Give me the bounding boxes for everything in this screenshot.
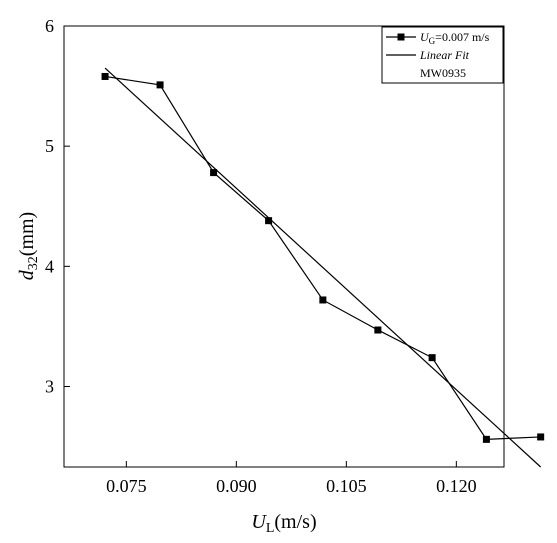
data-point (319, 296, 327, 304)
y-tick-label: 4 (45, 256, 54, 276)
legend: UG=0.007 m/s Linear Fit MW0935 (381, 26, 504, 84)
data-point (265, 217, 273, 225)
data-point (537, 433, 545, 441)
data-point (374, 326, 382, 334)
x-tick-label: 0.120 (436, 476, 477, 496)
data-point (210, 169, 218, 177)
linear-fit-line (104, 67, 542, 468)
y-tick-label: 6 (45, 16, 54, 36)
x-tick-label: 0.075 (106, 476, 147, 496)
legend-note: MW0935 (420, 66, 466, 80)
y-tick-label: 5 (45, 136, 54, 156)
legend-series-marker (397, 33, 405, 41)
data-point (428, 354, 436, 362)
series-line (104, 75, 541, 440)
x-axis-label: UL(m/s) (251, 511, 316, 536)
x-tick-label: 0.105 (326, 476, 367, 496)
data-point (101, 72, 109, 80)
legend-fit-label: Linear Fit (419, 48, 470, 62)
legend-series-label: UG=0.007 m/s (420, 30, 490, 46)
data-point (482, 435, 490, 443)
data-point (156, 81, 164, 89)
x-tick-label: 0.090 (216, 476, 257, 496)
y-axis-label: d32(mm) (16, 212, 41, 280)
plot-frame (63, 25, 505, 468)
y-tick-label: 3 (45, 376, 54, 396)
